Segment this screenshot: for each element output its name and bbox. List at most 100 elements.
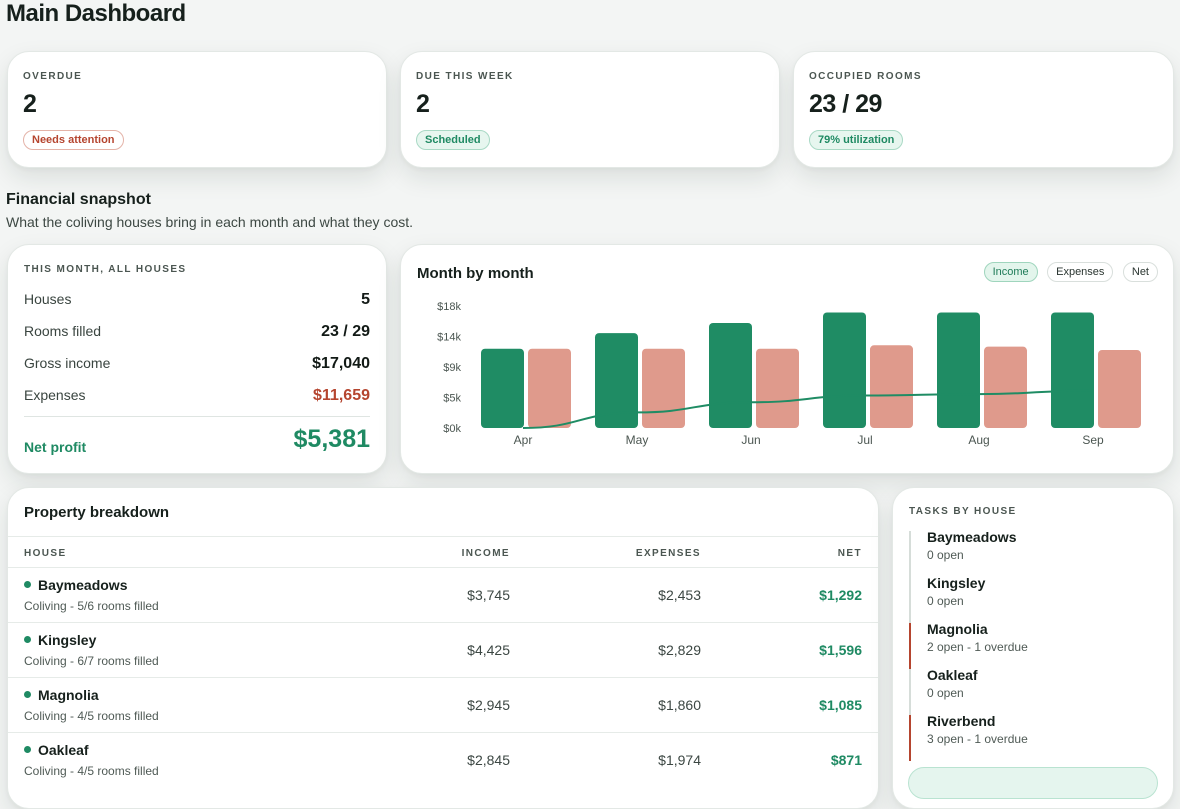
toggle-net[interactable]: Net	[1122, 262, 1158, 282]
expenses-cell: $1,974	[658, 752, 701, 768]
table-row[interactable]: Magnolia Coliving - 4/5 rooms filled $2,…	[8, 677, 878, 733]
snapshot-row-gross-income: Gross income $17,040	[24, 355, 370, 373]
property-breakdown-card: Property breakdown HOUSE INCOME EXPENSES…	[7, 487, 879, 809]
tasks-action-button[interactable]	[908, 767, 1158, 799]
house-name-text: Magnolia	[38, 687, 99, 703]
month-by-month-chart: $0k $5k $9k $14k $18k Apr May Jun Jul Aug Sep	[437, 301, 1141, 447]
kpi-label: OVERDUE	[23, 71, 83, 82]
col-house: HOUSE	[24, 548, 67, 559]
house-subtitle: Coliving - 6/7 rooms filled	[24, 654, 159, 668]
income-cell: $2,945	[467, 697, 510, 713]
y-tick-label: $9k	[443, 362, 461, 374]
table-row[interactable]: Kingsley Coliving - 6/7 rooms filled $4,…	[8, 622, 878, 678]
snapshot-eyebrow: THIS MONTH, ALL HOUSES	[24, 264, 187, 275]
task-item-riverbend[interactable]: Riverbend 3 open - 1 overdue	[909, 713, 1159, 761]
property-breakdown-title: Property breakdown	[24, 504, 170, 521]
snapshot-row-value: $11,659	[313, 387, 370, 404]
page-title: Main Dashboard	[6, 0, 186, 27]
chart-title: Month by month	[417, 265, 534, 282]
col-expenses: EXPENSES	[635, 548, 701, 559]
house-name: Kingsley	[24, 632, 96, 648]
task-item-oakleaf[interactable]: Oakleaf 0 open	[909, 667, 1159, 715]
income-bar-aug[interactable]	[937, 312, 980, 428]
kpi-card-overdue: OVERDUE 2 Needs attention	[7, 51, 387, 168]
status-badge: Needs attention	[23, 130, 124, 150]
income-bar-apr[interactable]	[481, 348, 524, 428]
task-status: 0 open	[927, 594, 964, 608]
net-profit-label: Net profit	[24, 439, 87, 455]
task-status: 3 open - 1 overdue	[927, 732, 1028, 746]
kpi-card-due-this-week: DUE THIS WEEK 2 Scheduled	[400, 51, 780, 168]
table-header: HOUSE INCOME EXPENSES NET	[8, 536, 878, 569]
x-tick-label: May	[626, 433, 649, 447]
expense-bar-jul[interactable]	[870, 345, 913, 428]
kpi-label: DUE THIS WEEK	[416, 71, 514, 82]
table-row[interactable]: Oakleaf Coliving - 4/5 rooms filled $2,8…	[8, 732, 878, 788]
income-cell: $3,745	[467, 587, 510, 603]
chart-toggle-group: Income Expenses Net	[979, 262, 1158, 282]
status-dot	[24, 635, 31, 643]
kpi-card-occupied-rooms: OCCUPIED ROOMS 23 / 29 79% utilization	[793, 51, 1174, 168]
snapshot-row-value: 5	[361, 291, 370, 308]
income-bar-jun[interactable]	[709, 322, 752, 428]
status-dot	[24, 745, 31, 753]
house-name-text: Baymeadows	[38, 577, 128, 593]
expense-bar-may[interactable]	[642, 348, 685, 428]
toggle-expenses[interactable]: Expenses	[1047, 262, 1114, 282]
task-house-name: Baymeadows	[927, 529, 1017, 545]
house-subtitle: Coliving - 4/5 rooms filled	[24, 709, 159, 723]
task-status: 0 open	[927, 548, 964, 562]
status-dot	[24, 690, 31, 698]
expense-bar-sep[interactable]	[1098, 350, 1141, 428]
y-tick-label: $14k	[437, 332, 461, 344]
x-tick-label: Aug	[968, 433, 989, 447]
income-cell: $4,425	[467, 642, 510, 658]
kpi-value: 2	[23, 90, 37, 118]
net-cell: $1,596	[819, 642, 862, 658]
house-name: Magnolia	[24, 687, 99, 703]
net-profit-value: $5,381	[293, 425, 370, 453]
col-net: NET	[837, 548, 862, 559]
financial-section-subtitle: What the coliving houses bring in each m…	[6, 214, 414, 230]
toggle-income[interactable]: Income	[983, 262, 1038, 282]
expenses-cell: $1,860	[658, 697, 701, 713]
x-tick-label: Apr	[514, 433, 533, 447]
task-item-baymeadows[interactable]: Baymeadows 0 open	[909, 529, 1159, 577]
expense-bar-jun[interactable]	[756, 348, 799, 428]
financial-section-title: Financial snapshot	[6, 191, 151, 208]
expenses-cell: $2,453	[658, 587, 701, 603]
task-item-kingsley[interactable]: Kingsley 0 open	[909, 575, 1159, 623]
task-item-magnolia[interactable]: Magnolia 2 open - 1 overdue	[909, 621, 1159, 669]
net-cell: $1,085	[819, 697, 862, 713]
house-subtitle: Coliving - 5/6 rooms filled	[24, 599, 159, 613]
kpi-value: 2	[416, 90, 430, 118]
income-bar-may[interactable]	[595, 333, 638, 428]
task-house-name: Magnolia	[927, 621, 988, 637]
status-badge: 79% utilization	[809, 130, 904, 150]
expenses-cell: $2,829	[658, 642, 701, 658]
task-status: 2 open - 1 overdue	[927, 640, 1028, 654]
snapshot-row-label: Houses	[24, 291, 72, 307]
tasks-eyebrow: TASKS BY HOUSE	[909, 506, 1017, 517]
task-house-name: Kingsley	[927, 575, 986, 591]
y-tick-label: $5k	[443, 393, 461, 405]
income-bar-jul[interactable]	[823, 312, 866, 428]
income-bar-sep[interactable]	[1051, 312, 1094, 428]
status-dot	[24, 580, 31, 588]
expense-bar-apr[interactable]	[528, 348, 571, 428]
snapshot-row-houses: Houses 5	[24, 291, 370, 309]
snapshot-row-label: Expenses	[24, 387, 86, 403]
net-cell: $1,292	[819, 587, 862, 603]
house-name: Oakleaf	[24, 742, 89, 758]
snapshot-card: THIS MONTH, ALL HOUSES Houses 5 Rooms fi…	[7, 244, 387, 474]
expense-bar-aug[interactable]	[984, 346, 1027, 428]
task-house-name: Riverbend	[927, 713, 996, 729]
net-cell: $871	[830, 752, 862, 768]
y-tick-label: $18k	[437, 301, 461, 313]
status-badge: Scheduled	[416, 130, 490, 150]
kpi-label: OCCUPIED ROOMS	[809, 71, 922, 82]
income-cell: $2,845	[467, 752, 510, 768]
house-subtitle: Coliving - 4/5 rooms filled	[24, 764, 159, 778]
table-row[interactable]: Baymeadows Coliving - 5/6 rooms filled $…	[8, 567, 878, 623]
col-income: INCOME	[461, 548, 510, 559]
